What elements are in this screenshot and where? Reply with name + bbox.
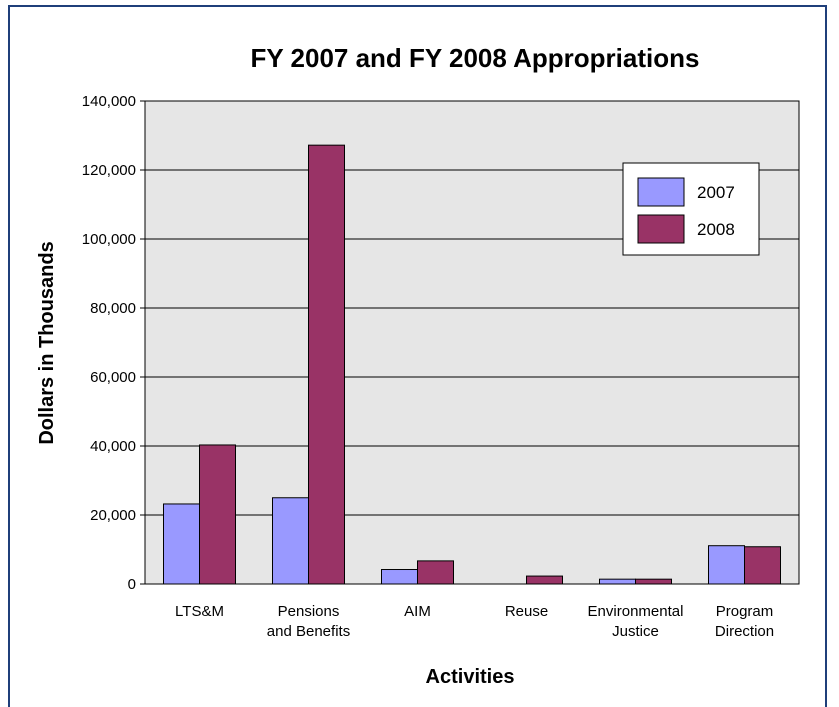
legend: 2007 2008 [622, 162, 760, 256]
chart-title: FY 2007 and FY 2008 Appropriations [251, 43, 700, 73]
x-tick-label: Program Direction [715, 603, 774, 640]
bar [199, 444, 236, 585]
y-axis-title: Dollars in Thousands [36, 241, 58, 444]
bar [272, 497, 309, 585]
bar [526, 575, 563, 585]
y-axis-ticks: 0 20,000 40,000 60,000 80,000 100,000 120,000 1… [82, 93, 145, 593]
legend-swatch [637, 214, 685, 244]
y-tick-label: 60,000 [90, 369, 136, 386]
x-tick-label: Environmental Justice [588, 603, 684, 640]
y-tick-label: 20,000 [90, 507, 136, 524]
bar [381, 569, 418, 585]
x-tick-label: LTS&M [175, 603, 224, 620]
x-tick-label: Reuse [505, 603, 548, 620]
bar [744, 546, 781, 585]
x-tick-label: Pensions and Benefits [267, 603, 350, 640]
y-tick-label: 0 [128, 576, 136, 593]
bar [708, 545, 745, 585]
bars [163, 144, 781, 585]
bar [599, 578, 636, 585]
y-tick-label: 100,000 [82, 231, 136, 248]
bar [417, 560, 454, 585]
y-tick-label: 120,000 [82, 162, 136, 179]
legend-swatch [637, 177, 685, 207]
bar [635, 578, 672, 585]
x-axis-ticks: LTS&M Pensions and Benefits AIM Reuse Environ… [175, 603, 774, 640]
legend-label: 2007 [697, 183, 735, 202]
bar [163, 503, 200, 585]
x-axis-title: Activities [426, 666, 515, 688]
bar [308, 144, 345, 585]
y-tick-label: 40,000 [90, 438, 136, 455]
y-tick-label: 80,000 [90, 300, 136, 317]
legend-label: 2008 [697, 220, 735, 239]
x-tick-label: AIM [404, 603, 431, 620]
y-tick-label: 140,000 [82, 93, 136, 110]
